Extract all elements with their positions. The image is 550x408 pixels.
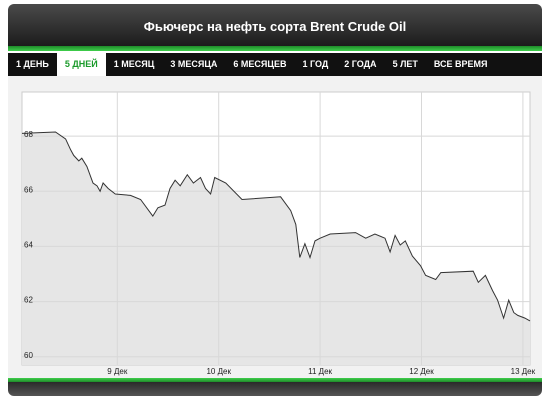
- tab-bar: 1 ДЕНЬ 5 ДНЕЙ 1 МЕСЯЦ 3 МЕСЯЦА 6 МЕСЯЦЕВ 1 ГО…: [8, 53, 542, 76]
- y-tick-label: 66: [24, 185, 33, 194]
- y-tick-label: 62: [24, 296, 33, 305]
- tab[interactable]: 1 ДЕНЬ: [16, 59, 49, 69]
- tab[interactable]: 3 МЕСЯЦА: [170, 59, 218, 69]
- title: Фьючерс на нефть сорта Brent Crude Oil: [143, 19, 407, 34]
- tab[interactable]: 1 ГОД: [302, 59, 329, 69]
- tab[interactable]: 6 МЕСЯЦЕВ: [233, 59, 287, 69]
- y-tick-label: 60: [24, 351, 33, 360]
- y-tick-label: 68: [24, 130, 33, 139]
- tab[interactable]: 5 ЛЕТ: [392, 59, 418, 69]
- x-tick-label: 9 Дек: [107, 367, 128, 376]
- footer: [8, 382, 542, 396]
- x-tick-label: 11 Дек: [308, 367, 332, 376]
- tab[interactable]: 1 МЕСЯЦ: [113, 59, 155, 69]
- x-tick-label: 10 Дек: [206, 367, 231, 376]
- area: [22, 132, 530, 365]
- y-tick-label: 64: [24, 241, 33, 250]
- tab[interactable]: ВСЕ ВРЕМЯ: [433, 59, 488, 69]
- tab[interactable]: 2 ГОДА: [344, 59, 377, 69]
- line: [21, 131, 531, 322]
- x-tick-label: 13 Дек: [511, 367, 536, 376]
- accent-bar: [8, 46, 542, 51]
- tab[interactable]: 5 ДНЕЙ: [56, 53, 106, 76]
- header: Фьючерс на нефть сорта Brent Crude Oil: [8, 4, 542, 46]
- x-tick-label: 12 Дек: [409, 367, 434, 376]
- accent-bar: [8, 378, 542, 382]
